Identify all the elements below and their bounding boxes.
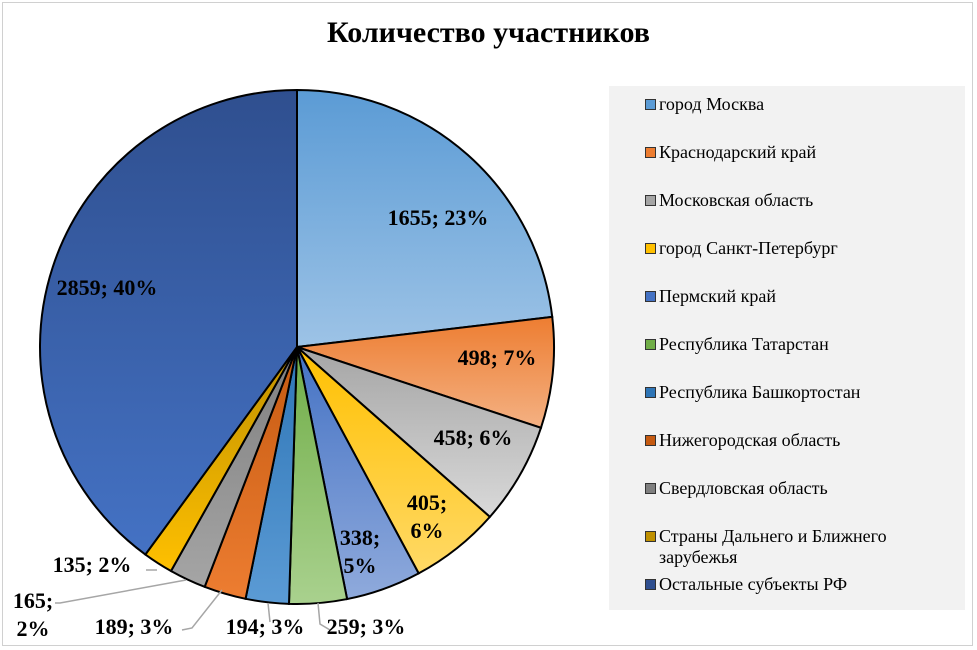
legend-label: Республика Татарстан [659, 334, 829, 354]
data-label: 405; 6% [407, 490, 447, 543]
legend-label: Пермский край [659, 286, 776, 306]
legend-label: Свердловская область [659, 478, 828, 498]
legend-swatch [645, 339, 656, 350]
chart-title: Количество участников [326, 16, 650, 49]
legend-swatch [645, 387, 656, 398]
legend-swatch [645, 435, 656, 446]
pie-slice [39, 88, 298, 556]
leader-line [317, 602, 331, 631]
legend-swatch [645, 291, 656, 302]
legend-label: Московская область [659, 190, 814, 210]
data-label: 189; 3% [95, 614, 174, 639]
legend-swatch [645, 243, 656, 254]
legend-label: Остальные субъекты РФ [659, 574, 848, 594]
legend-swatch [645, 579, 656, 590]
legend-label: Республика Башкортостан [659, 382, 861, 402]
leader-line [55, 579, 187, 604]
data-label: 135; 2% [53, 552, 132, 577]
legend-label: город Москва [659, 94, 765, 114]
legend-label: Нижегородская область [659, 430, 841, 450]
pie-slice [296, 88, 554, 349]
legend-label: город Санкт-Петербург [659, 238, 838, 258]
legend: город Москва Краснодарский край Московская… [609, 86, 965, 610]
data-label: 165; 2% [13, 588, 53, 641]
legend-label: Краснодарский край [659, 142, 817, 162]
data-label: 194; 3% [226, 614, 305, 639]
leader-line [181, 589, 223, 631]
legend-swatch [645, 531, 656, 542]
data-label: 458; 6% [434, 425, 513, 450]
data-label: 1655; 23% [388, 205, 489, 230]
data-label: 338; 5% [340, 525, 380, 578]
legend-swatch [645, 195, 656, 206]
legend-label: Страны Дальнего и Ближнего зарубежья [659, 526, 887, 567]
leader-line [267, 602, 271, 623]
legend-swatch [645, 99, 656, 110]
data-label: 259; 3% [327, 614, 406, 639]
pie-slice [296, 315, 555, 430]
data-label: 498; 7% [458, 345, 537, 370]
legend-swatch [645, 483, 656, 494]
legend-swatch [645, 147, 656, 158]
data-label: 2859; 40% [57, 275, 158, 300]
